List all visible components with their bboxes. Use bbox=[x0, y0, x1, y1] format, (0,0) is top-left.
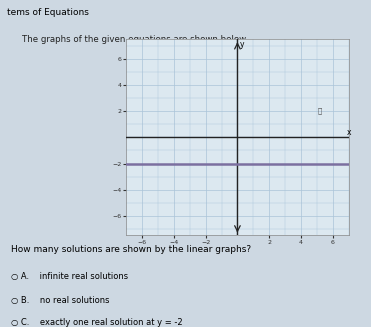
Text: How many solutions are shown by the linear graphs?: How many solutions are shown by the line… bbox=[11, 245, 251, 254]
Text: ⬦: ⬦ bbox=[318, 108, 322, 114]
Text: ○ A.    infinite real solutions: ○ A. infinite real solutions bbox=[11, 272, 128, 281]
Text: ○ C.    exactly one real solution at y = -2: ○ C. exactly one real solution at y = -2 bbox=[11, 318, 183, 327]
Text: The graphs of the given equations are shown below.: The graphs of the given equations are sh… bbox=[22, 35, 248, 44]
Text: y: y bbox=[240, 40, 244, 49]
Text: tems of Equations: tems of Equations bbox=[7, 8, 89, 17]
Text: x: x bbox=[347, 128, 351, 137]
Text: $y = -2$: $y = -2$ bbox=[267, 47, 306, 61]
Text: $y = -\dfrac{16}{8}$: $y = -\dfrac{16}{8}$ bbox=[267, 65, 314, 88]
Text: ○ B.    no real solutions: ○ B. no real solutions bbox=[11, 296, 109, 304]
